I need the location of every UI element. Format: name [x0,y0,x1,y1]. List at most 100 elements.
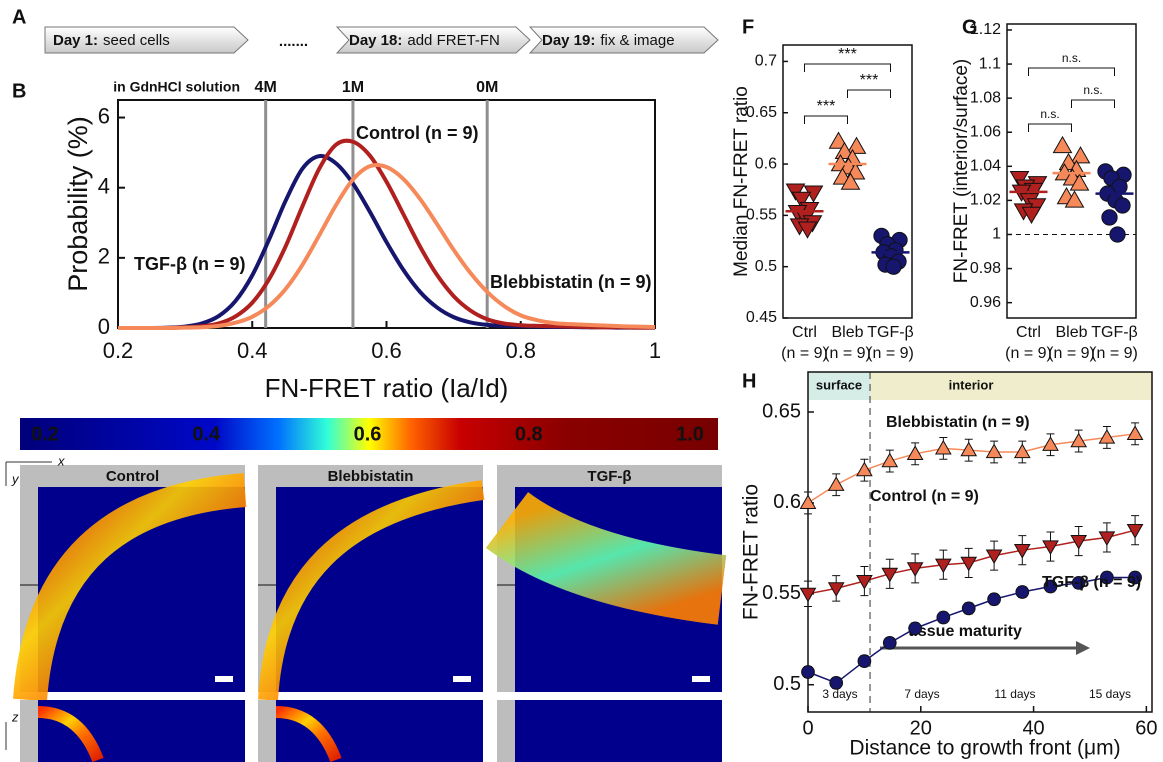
series-label: Control (n = 9) [870,488,979,505]
series-label: TGF-β (n = 9) [1042,574,1141,591]
x-axis-label: Distance to growth front (μm) [849,737,1120,760]
x-tick-label: TGF-β [867,324,914,341]
scale-bar [692,676,710,682]
marker [857,654,872,668]
image-side [258,700,276,762]
fiber-band [258,480,485,701]
marker [934,439,952,455]
marker [1064,190,1085,208]
image-title: Blebbistatin [328,468,414,485]
workflow-step [44,26,249,54]
marker [881,567,899,583]
marker [799,494,817,510]
marker [1070,146,1091,164]
marker [1101,209,1118,226]
axis-indicator [5,461,52,750]
plot-frame [1006,23,1137,319]
fiber-band [37,706,104,762]
x-tick-sublabel: (n = 9) [1005,345,1052,362]
y-tick-label: 6 [98,103,110,128]
marker [827,476,845,491]
y-tick-label: 0.45 [746,309,777,326]
x-tick-sublabel: (n = 9) [824,345,871,362]
marker [1098,428,1116,444]
y-tick-label: 0.7 [755,53,777,70]
x-tick-label: Bleb [1055,324,1087,341]
plot-frame [807,371,1153,713]
axis-indicator-label: x [57,453,65,468]
x-tick-sublabel: (n = 9) [781,345,828,362]
series-label: Blebbistatin (n = 9) [490,272,652,292]
workflow-text: Day 18: add FRET-FN [349,32,500,49]
y-tick-label: 0 [98,314,110,339]
marker [882,636,897,650]
significance-label: n.s. [1062,51,1081,65]
axis-indicator-label: y [11,471,20,486]
y-tick-label: 0.55 [762,582,801,604]
marker [985,443,1003,459]
workflow-step [335,26,531,54]
marker [1069,173,1090,191]
x-tick-label: 0.4 [237,338,268,363]
marker [908,621,923,636]
significance-label: *** [817,98,836,115]
y-tick-label: 0.98 [970,260,1001,277]
region-band [870,372,1152,400]
time-label: 15 days [1089,687,1131,701]
marker [960,556,978,572]
marker [1015,585,1030,599]
workflow-action: add FRET-FN [407,32,500,49]
y-axis-label: FN-FRET ratio [740,484,763,620]
region-label: surface [816,377,862,392]
time-label: 7 days [904,687,939,701]
y-tick-label: 2 [98,244,110,269]
series-label: TGF-β (n = 9) [134,254,245,274]
reference-label: 0M [476,79,498,96]
marker [1021,206,1042,225]
y-tick-label: 0.65 [746,104,777,121]
significance-bracket [804,115,848,124]
y-axis-label: FN-FRET (interior/surface) [951,59,972,284]
marker [1013,443,1031,459]
marker [1042,436,1059,451]
marker [1126,425,1144,440]
y-tick-label: 0.55 [746,207,777,224]
x-tick-label: 0.2 [103,338,134,363]
y-tick-label: 1.1 [979,55,1001,72]
marker [906,562,924,577]
significance-bracket [1071,99,1115,108]
reference-label: 1M [342,79,364,96]
arrow-head [1076,641,1090,655]
marker [801,665,815,679]
image-field [276,700,483,762]
probability-curve [118,163,656,331]
significance-bracket [804,63,891,72]
panel-letter: G [962,16,978,38]
y-tick-label: 0.6 [773,491,801,513]
significance-bracket [1028,123,1072,132]
workflow-day: Day 18: [349,32,402,49]
x-tick-label: 20 [910,717,932,739]
y-tick-label: 4 [98,174,110,199]
y-tick-label: 1.02 [970,192,1001,209]
marker [885,258,902,275]
significance-bracket [847,89,891,98]
x-tick-label: 0.6 [371,338,402,363]
significance-label: *** [860,72,879,89]
marker [1128,570,1142,585]
workflow-text: Day 1: seed cells [53,32,170,49]
region-label: interior [949,377,994,392]
marker [1070,432,1088,448]
x-tick-label: TGF-β [1091,324,1138,341]
marker [827,582,845,597]
marker [987,592,1001,607]
fiber-band [275,706,342,762]
y-tick-label: 1.06 [970,123,1001,140]
image-title: TGF-β [587,468,631,485]
x-tick-label: Ctrl [792,324,817,341]
workflow-action: fix & image [600,32,674,49]
marker [985,549,1003,565]
colorbar-label: 0.4 [192,423,221,445]
image-header [258,465,483,487]
marker [791,191,812,209]
